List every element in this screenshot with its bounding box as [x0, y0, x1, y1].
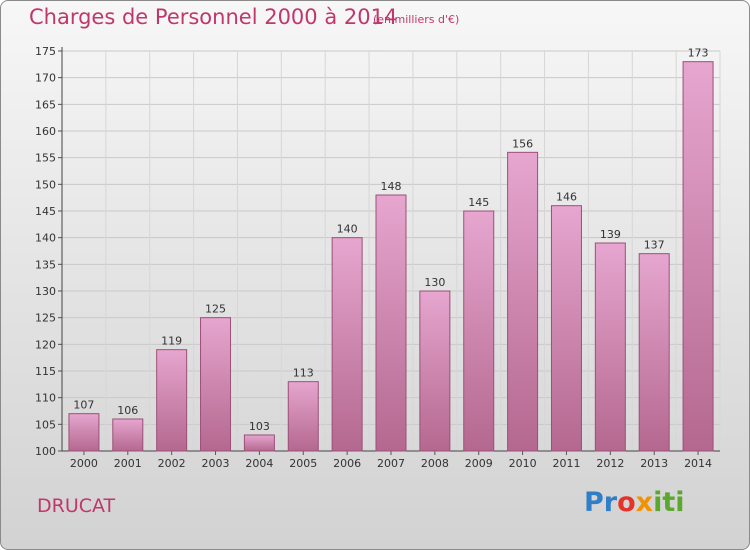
y-tick-label: 100 — [35, 445, 56, 458]
value-label: 156 — [512, 137, 533, 150]
x-tick-label: 2009 — [465, 457, 493, 470]
bar-2013 — [638, 253, 670, 452]
value-label: 130 — [424, 276, 445, 289]
x-tick-label: 2012 — [596, 457, 624, 470]
y-tick-label: 140 — [35, 232, 56, 245]
value-label: 148 — [381, 180, 402, 193]
y-tick-label: 155 — [35, 152, 56, 165]
logo-part-3: x — [635, 487, 654, 518]
bar-2003 — [200, 317, 232, 452]
bar-2005 — [287, 381, 319, 452]
x-tick-label: 2001 — [114, 457, 142, 470]
y-tick-label: 150 — [35, 178, 56, 191]
y-tick-labels: 100 105 110 115 120 125 130 135 140 145 150 155 160 1… — [35, 45, 56, 458]
value-label: 139 — [600, 228, 621, 241]
bar-2012 — [594, 242, 626, 452]
bar-2001 — [112, 418, 144, 452]
y-tick-label: 170 — [35, 72, 56, 85]
x-tick-label: 2006 — [333, 457, 361, 470]
y-tick-label: 165 — [35, 98, 56, 111]
value-label: 146 — [556, 191, 577, 204]
y-tick-label: 135 — [35, 258, 56, 271]
bar-2014 — [682, 61, 714, 452]
bars — [68, 61, 714, 452]
x-tick-label: 2008 — [421, 457, 449, 470]
x-tick-label: 2007 — [377, 457, 405, 470]
logo-part-1: Pr — [584, 487, 618, 518]
x-tick-label: 2010 — [509, 457, 537, 470]
bar-2007 — [375, 194, 407, 452]
chart-title: Charges de Personnel 2000 à 2014 — [29, 5, 398, 29]
y-tick-label: 145 — [35, 205, 56, 218]
value-label: 113 — [293, 367, 314, 380]
bar-2000 — [68, 413, 100, 452]
x-tick-labels: 2000 2001 2002 2003 2004 2005 2006 2007 2008 2009… — [70, 457, 712, 470]
bar-2011 — [550, 205, 582, 452]
bar-2010 — [507, 151, 539, 452]
value-label: 103 — [249, 420, 270, 433]
value-labels: 107 106 119 125 103 113 140 148 130 145 156 146 139 1… — [73, 47, 708, 433]
y-tick-label: 105 — [35, 418, 56, 431]
value-label: 106 — [117, 404, 138, 417]
value-label: 125 — [205, 303, 226, 316]
proxiti-logo[interactable]: Proxiti — [584, 487, 685, 518]
x-tick-label: 2003 — [202, 457, 230, 470]
x-tick-label: 2000 — [70, 457, 98, 470]
y-tick-label: 130 — [35, 285, 56, 298]
value-label: 173 — [688, 47, 709, 60]
value-label: 119 — [161, 335, 182, 348]
bar-2002 — [156, 349, 188, 452]
bar-2004 — [243, 434, 275, 452]
bar-2009 — [463, 210, 495, 452]
logo-part-4: iti — [653, 487, 685, 518]
logo-part-2: o — [617, 487, 636, 518]
y-tick-label: 120 — [35, 338, 56, 351]
y-tick-label: 160 — [35, 125, 56, 138]
value-label: 107 — [73, 399, 94, 412]
x-tick-label: 2013 — [640, 457, 668, 470]
x-tick-label: 2011 — [552, 457, 580, 470]
bar-2008 — [419, 290, 451, 452]
y-tick-label: 125 — [35, 312, 56, 325]
x-tick-label: 2005 — [289, 457, 317, 470]
bar-2006 — [331, 237, 363, 452]
value-label: 140 — [337, 223, 358, 236]
y-tick-label: 110 — [35, 392, 56, 405]
commune-name: DRUCAT — [37, 495, 116, 517]
value-label: 137 — [644, 239, 665, 252]
x-tick-label: 2014 — [684, 457, 712, 470]
chart-subtitle: (en milliers d'€) — [373, 13, 460, 26]
y-tick-label: 175 — [35, 45, 56, 58]
x-tick-label: 2002 — [158, 457, 186, 470]
x-tick-label: 2004 — [245, 457, 273, 470]
value-label: 145 — [468, 196, 489, 209]
y-tick-label: 115 — [35, 365, 56, 378]
